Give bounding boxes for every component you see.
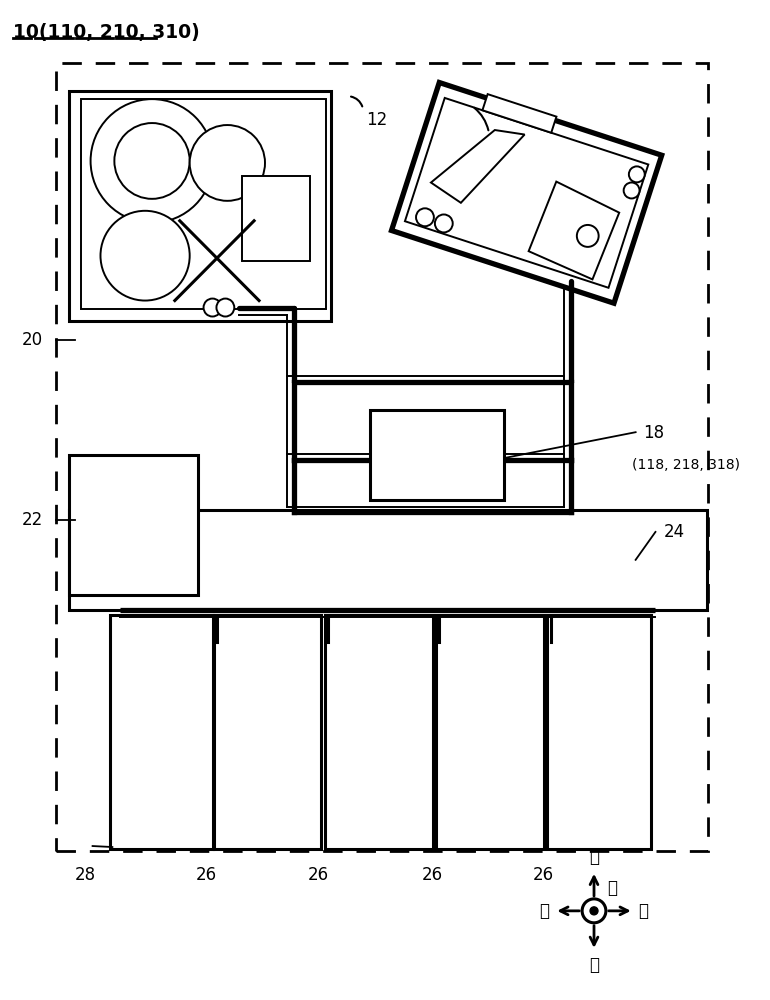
- Text: 22: 22: [22, 511, 43, 529]
- Circle shape: [624, 182, 640, 198]
- Polygon shape: [483, 94, 557, 133]
- Text: 后: 后: [540, 902, 550, 920]
- Text: 16: 16: [491, 135, 512, 153]
- Polygon shape: [405, 98, 648, 288]
- Bar: [370, 410, 504, 500]
- Text: 20: 20: [22, 331, 43, 349]
- Circle shape: [115, 123, 189, 199]
- Bar: [215, 615, 322, 849]
- Bar: [110, 615, 213, 849]
- Text: 26: 26: [533, 866, 554, 884]
- Text: 26: 26: [196, 866, 217, 884]
- Bar: [547, 615, 651, 849]
- Circle shape: [435, 214, 453, 232]
- Bar: [326, 615, 434, 849]
- Bar: [56, 63, 708, 851]
- Circle shape: [203, 299, 222, 317]
- Bar: [437, 615, 544, 849]
- Circle shape: [577, 225, 598, 247]
- Circle shape: [91, 99, 213, 223]
- Circle shape: [101, 211, 189, 301]
- Text: 上: 上: [589, 848, 599, 866]
- Text: 下: 下: [589, 956, 599, 974]
- Circle shape: [189, 125, 265, 201]
- Bar: [69, 510, 707, 610]
- Text: 26: 26: [422, 866, 443, 884]
- Bar: [243, 176, 310, 261]
- Bar: [69, 91, 331, 320]
- Text: 26: 26: [308, 866, 329, 884]
- Text: 24: 24: [664, 523, 685, 541]
- Text: 10(110, 210, 310): 10(110, 210, 310): [13, 23, 200, 42]
- Circle shape: [582, 899, 606, 923]
- Text: 12: 12: [366, 111, 387, 129]
- Text: 前: 前: [638, 902, 648, 920]
- Circle shape: [590, 907, 598, 915]
- Polygon shape: [529, 182, 619, 279]
- Text: 左: 左: [607, 879, 617, 897]
- Circle shape: [216, 299, 234, 317]
- Text: 28: 28: [75, 866, 95, 884]
- Circle shape: [629, 166, 644, 182]
- Polygon shape: [391, 83, 661, 303]
- Circle shape: [416, 208, 434, 226]
- Polygon shape: [431, 130, 524, 203]
- Text: (118, 218, 318): (118, 218, 318): [631, 458, 740, 472]
- Bar: [69, 455, 198, 595]
- Bar: [81, 99, 326, 309]
- Text: 18: 18: [644, 424, 665, 442]
